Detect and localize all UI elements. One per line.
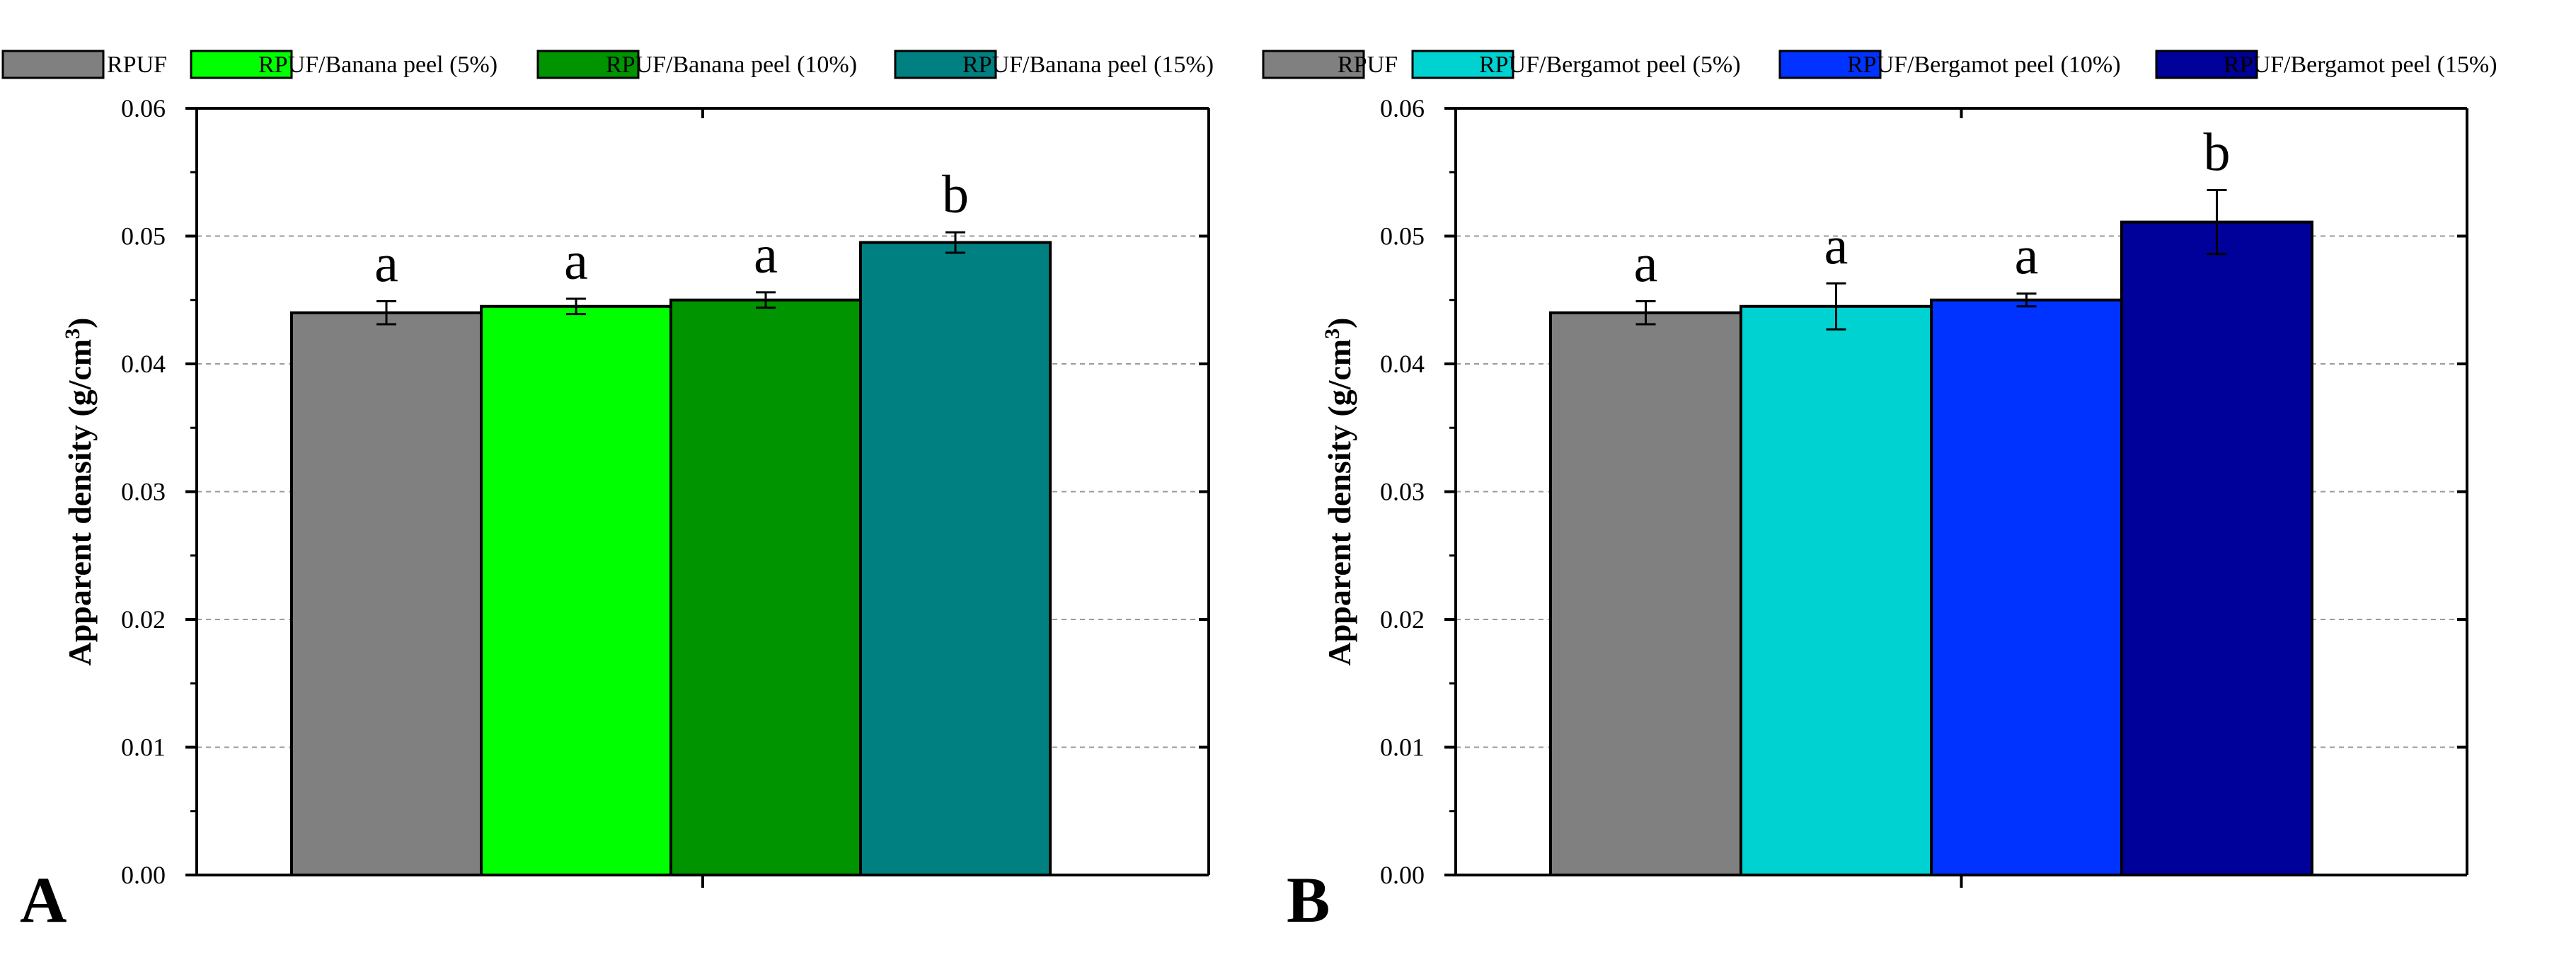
legend-label: RPUF: [107, 52, 167, 78]
legend-item: RPUF/Banana peel (10%): [536, 50, 857, 79]
legend-item: RPUF: [1262, 50, 1398, 79]
legend-label: RPUF/Banana peel (15%): [962, 52, 1214, 78]
y-tick-label: 0.04: [121, 350, 166, 378]
legend-swatch: [190, 50, 293, 79]
bar: [859, 241, 1052, 876]
y-tick-label: 0.05: [1380, 222, 1425, 251]
panel-label: B: [1287, 864, 1330, 936]
y-tick-label: 0.02: [121, 605, 166, 634]
y-axis-title-end: ): [1321, 317, 1357, 328]
y-axis-title-sup: 3: [61, 328, 84, 339]
bar: [480, 304, 672, 876]
error-bar: [1635, 300, 1656, 326]
y-axis-title: Apparent density (g/cm3): [61, 317, 98, 665]
legend-label: RPUF/Banana peel (5%): [258, 52, 498, 78]
legend-swatch: [536, 50, 640, 79]
y-tick-label: 0.03: [1380, 478, 1425, 506]
bar: [1549, 311, 1742, 876]
legend-item: RPUF: [1, 50, 167, 79]
bar: [1930, 298, 2123, 876]
significance-letter: a: [564, 231, 588, 291]
panel-label: A: [20, 864, 67, 936]
legend-item: RPUF/Bergamot peel (5%): [1411, 50, 1741, 79]
y-axis-title-main: Apparent density (g/cm: [62, 339, 98, 666]
error-bar: [2207, 189, 2227, 256]
y-tick-label: 0.03: [121, 478, 166, 506]
legend: RPUF RPUF/Banana peel (5%) RPUF/Banana pee…: [1, 50, 2497, 79]
legend-label: RPUF/Bergamot peel (10%): [1847, 52, 2121, 78]
error-bar: [566, 297, 586, 316]
significance-letter: a: [2015, 227, 2039, 286]
legend-swatch: [1262, 50, 1365, 79]
significance-letter: a: [1824, 216, 1848, 275]
y-tick-label: 0.06: [121, 94, 166, 122]
y-axis-title-sup: 3: [1321, 328, 1344, 339]
legend-item: RPUF/Banana peel (5%): [190, 50, 498, 79]
y-tick-label: 0.00: [1380, 861, 1425, 889]
bar: [290, 311, 483, 876]
panel-a: a a a b 0.00 0.01 0.02 0.03 0.04 0.05 0.06 Apparent…: [20, 94, 1210, 936]
y-tick-label: 0.01: [121, 733, 166, 762]
legend-item: RPUF/Bergamot peel (10%): [1778, 50, 2121, 79]
y-tick-label: 0.00: [121, 861, 166, 889]
y-tick-label: 0.04: [1380, 350, 1425, 378]
y-axis-title-end: ): [62, 317, 98, 328]
significance-letter: b: [2204, 123, 2231, 183]
legend-label: RPUF: [1338, 52, 1398, 78]
y-axis-title-main: Apparent density (g/cm: [1321, 339, 1357, 666]
legend-label: RPUF/Banana peel (10%): [606, 52, 857, 78]
significance-letter: a: [1634, 234, 1658, 294]
y-tick-label: 0.01: [1380, 733, 1425, 762]
y-tick-label: 0.02: [1380, 605, 1425, 634]
legend-swatch: [1, 50, 105, 79]
significance-letter: a: [374, 234, 398, 294]
y-tick-label: 0.06: [1380, 94, 1425, 122]
y-axis-title: Apparent density (g/cm3): [1321, 317, 1357, 665]
error-bar: [376, 300, 396, 326]
legend-swatch: [1411, 50, 1514, 79]
legend-swatch: [2155, 50, 2258, 79]
legend-label: RPUF/Bergamot peel (5%): [1479, 52, 1741, 78]
legend-item: RPUF/Banana peel (15%): [894, 50, 1214, 79]
significance-letter: a: [754, 225, 778, 285]
error-bar: [756, 291, 776, 309]
legend-item: RPUF/Bergamot peel (15%): [2155, 50, 2497, 79]
y-tick-label: 0.05: [121, 222, 166, 251]
panel-b: a a a b 0.00 0.01 0.02 0.03 0.04 0.05 0.06 Apparent…: [1287, 94, 2468, 936]
significance-letter: b: [942, 165, 969, 224]
bar: [669, 298, 862, 876]
legend-swatch: [894, 50, 997, 79]
bar: [1740, 304, 1933, 876]
bar: [2120, 220, 2313, 876]
legend-label: RPUF/Bergamot peel (15%): [2224, 52, 2497, 78]
error-bar: [1826, 282, 1846, 331]
error-bar: [945, 231, 965, 254]
legend-swatch: [1778, 50, 1882, 79]
error-bar: [2016, 292, 2037, 308]
